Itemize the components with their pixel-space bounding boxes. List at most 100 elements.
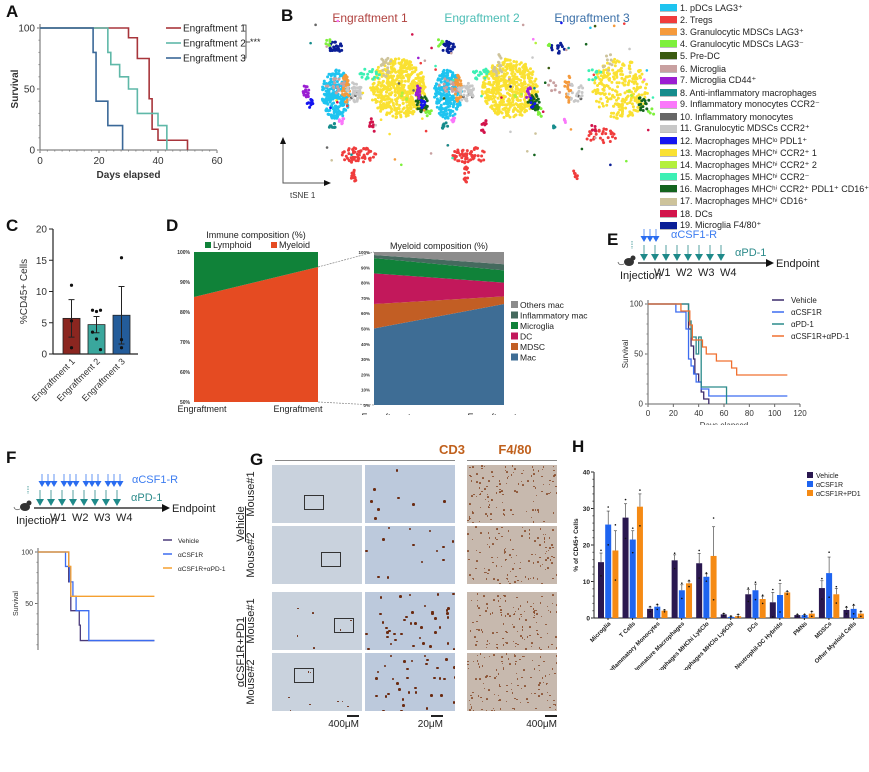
data-point: [810, 615, 813, 618]
stained-cell: [549, 611, 552, 613]
week-label: W4: [720, 267, 737, 279]
tsne-point: [613, 64, 617, 68]
tsne-point: [341, 117, 345, 120]
tsne-point: [606, 61, 609, 65]
tsne-point: [442, 86, 446, 90]
tsne-point: [501, 61, 505, 65]
tsne-point: [507, 77, 511, 81]
tsne-point: [378, 100, 382, 104]
data-point: [119, 256, 124, 260]
stained-cell: [489, 613, 492, 615]
stained-cell: [545, 623, 547, 625]
stained-cell: [387, 526, 390, 530]
tsne-point: [442, 122, 446, 126]
pd1-dose-triangle-icon: [102, 499, 110, 506]
tsne-point: [351, 95, 355, 98]
bar: [605, 524, 612, 618]
tsne-point: [491, 83, 494, 87]
tsne-point: [337, 77, 341, 81]
tsne-point: [496, 109, 500, 112]
stained-cell: [426, 658, 429, 661]
cluster-color-swatch: [660, 64, 677, 73]
tsne-point: [593, 128, 597, 131]
tsne-point: [489, 91, 493, 95]
stained-cell: [512, 548, 514, 551]
tsne-point: [370, 70, 373, 74]
stained-cell: [546, 682, 549, 685]
tsne-point: [513, 77, 516, 81]
stained-cell: [498, 684, 501, 686]
stained-cell: [479, 551, 481, 554]
tsne-point: [505, 86, 509, 90]
stained-cell: [506, 690, 508, 693]
tsne-point: [325, 38, 329, 42]
legend-label: αCSF1R+PD1: [816, 491, 861, 498]
tsne-point: [616, 93, 620, 97]
tsne-point: [390, 81, 393, 85]
tsne-point: [602, 127, 606, 131]
tsne-point: [409, 82, 413, 86]
tsne-point: [359, 97, 362, 100]
tsne-point: [410, 80, 414, 84]
tsne-point: [611, 88, 614, 92]
tsne-point: [628, 60, 632, 64]
stained-cell: [503, 549, 506, 551]
y-tick-label: 70%: [361, 296, 370, 301]
tsne-point: [609, 97, 613, 101]
tsne-point: [455, 151, 459, 154]
tsne-point: [382, 73, 386, 77]
stained-cell: [477, 663, 480, 665]
tsne-point: [590, 68, 594, 72]
tsne-point: [397, 61, 401, 65]
survival-curve-3: [38, 551, 155, 597]
data-point: [860, 610, 862, 613]
tsne-point: [515, 86, 519, 90]
stained-cell: [399, 595, 402, 598]
tsne-point: [572, 169, 576, 173]
ihc-image: [272, 465, 362, 523]
x-tick-label: Engraftment: [361, 412, 411, 415]
tsne-point: [598, 136, 602, 140]
tsne-point: [331, 97, 335, 101]
tsne-point: [469, 84, 473, 88]
tsne-point: [518, 113, 522, 117]
tsne-point: [352, 168, 356, 172]
x-tick-label: 120: [793, 409, 807, 418]
data-point: [663, 610, 666, 613]
tsne-point: [463, 160, 467, 164]
tsne-point: [554, 84, 558, 88]
tsne-point: [377, 95, 381, 99]
stained-cell: [481, 490, 483, 493]
tsne-point: [525, 89, 529, 93]
tsne-point: [624, 106, 628, 110]
tsne-point: [337, 118, 341, 122]
stained-cell: [479, 653, 482, 655]
stained-cell: [476, 640, 478, 643]
data-point: [828, 551, 830, 554]
stained-cell: [514, 645, 517, 648]
stained-cell: [540, 615, 543, 617]
tsne-point: [401, 101, 405, 105]
stained-cell: [533, 668, 536, 670]
stained-cell: [521, 472, 523, 475]
y-tick-label: 40%: [361, 342, 370, 347]
tsne-point: [332, 126, 336, 129]
stained-cell: [492, 475, 494, 478]
tsne-point: [626, 83, 630, 87]
tsne-point: [414, 99, 418, 103]
tsne-point: [496, 89, 500, 93]
stained-cell: [422, 642, 425, 645]
tsne-point: [590, 128, 594, 132]
y-tick-label: 70%: [180, 340, 191, 346]
cluster-color-swatch: [660, 173, 677, 182]
csf1r-dose-triangle-icon: [640, 236, 648, 242]
tsne-point: [359, 91, 363, 95]
data-point: [98, 348, 103, 352]
stained-cell: [492, 707, 495, 710]
tsne-point: [446, 50, 450, 54]
tsne-point: [451, 42, 455, 46]
tsne-point: [440, 72, 444, 76]
tsne-axes: [282, 142, 325, 184]
tsne-point: [386, 78, 390, 82]
legend-label: Microglia: [520, 321, 554, 331]
